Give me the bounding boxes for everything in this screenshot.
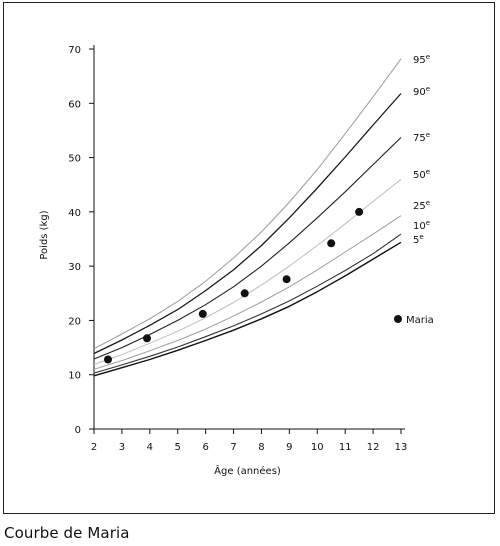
y-axis-title: Poids (kg): [39, 210, 50, 259]
x-tick-label: 12: [367, 442, 380, 453]
x-tick-label: 11: [339, 442, 352, 453]
x-tick-label: 13: [395, 442, 408, 453]
x-tick-label: 4: [147, 442, 153, 453]
maria-data-point: [282, 275, 291, 284]
x-tick-label: 6: [202, 442, 208, 453]
maria-data-point: [355, 207, 364, 216]
maria-data-point: [198, 309, 207, 318]
percentile-95-label: 95e: [413, 53, 430, 66]
y-tick-label: 30: [68, 262, 81, 273]
maria-data-point: [327, 239, 336, 248]
percentile-25-line: [93, 215, 402, 370]
percentile-5-line: [93, 241, 402, 377]
legend-label: Maria: [406, 315, 434, 326]
x-axis-title: Âge (années): [214, 464, 281, 477]
figure-caption: Courbe de Maria: [4, 524, 130, 542]
maria-data-point: [240, 289, 249, 298]
y-tick-label: 60: [68, 99, 81, 110]
percentile-50-label: 50e: [413, 168, 430, 181]
percentile-90-line: [93, 93, 402, 355]
y-tick-label: 50: [68, 154, 81, 165]
x-tick-label: 8: [258, 442, 264, 453]
x-tick-label: 2: [91, 442, 97, 453]
x-tick-label: 3: [119, 442, 125, 453]
percentile-75-label: 75e: [413, 131, 430, 144]
legend-marker: [394, 315, 402, 323]
x-tick-label: 7: [230, 442, 236, 453]
x-tick-label: 5: [175, 442, 181, 453]
growth-chart: 0 10 20 30 40 50 60 70 2 3 4 5 6 7 8 9 10 11 12 13 Âge (anné…: [39, 45, 434, 477]
y-tick-label: 20: [68, 316, 81, 327]
percentile-75-line: [93, 137, 402, 360]
percentile-95-line: [93, 58, 402, 350]
maria-data-point: [104, 355, 112, 364]
chart-frame: 0 10 20 30 40 50 60 70 2 3 4 5 6 7 8 9 10 11 12 13 Âge (anné…: [3, 2, 495, 514]
y-tick-label: 10: [68, 371, 81, 382]
percentile-10-line: [93, 233, 402, 374]
y-tick-label: 70: [68, 45, 81, 56]
percentile-90-label: 90e: [413, 85, 430, 98]
maria-data-point: [143, 334, 151, 343]
y-tick-label: 0: [75, 425, 81, 436]
percentile-5-label: 5e: [413, 233, 424, 246]
x-tick-label: 9: [286, 442, 292, 453]
percentile-25-label: 25e: [413, 199, 430, 212]
x-tick-label: 10: [311, 442, 324, 453]
y-tick-label: 40: [68, 208, 81, 219]
percentile-50-line: [93, 178, 402, 365]
percentile-10-label: 10e: [413, 219, 430, 232]
